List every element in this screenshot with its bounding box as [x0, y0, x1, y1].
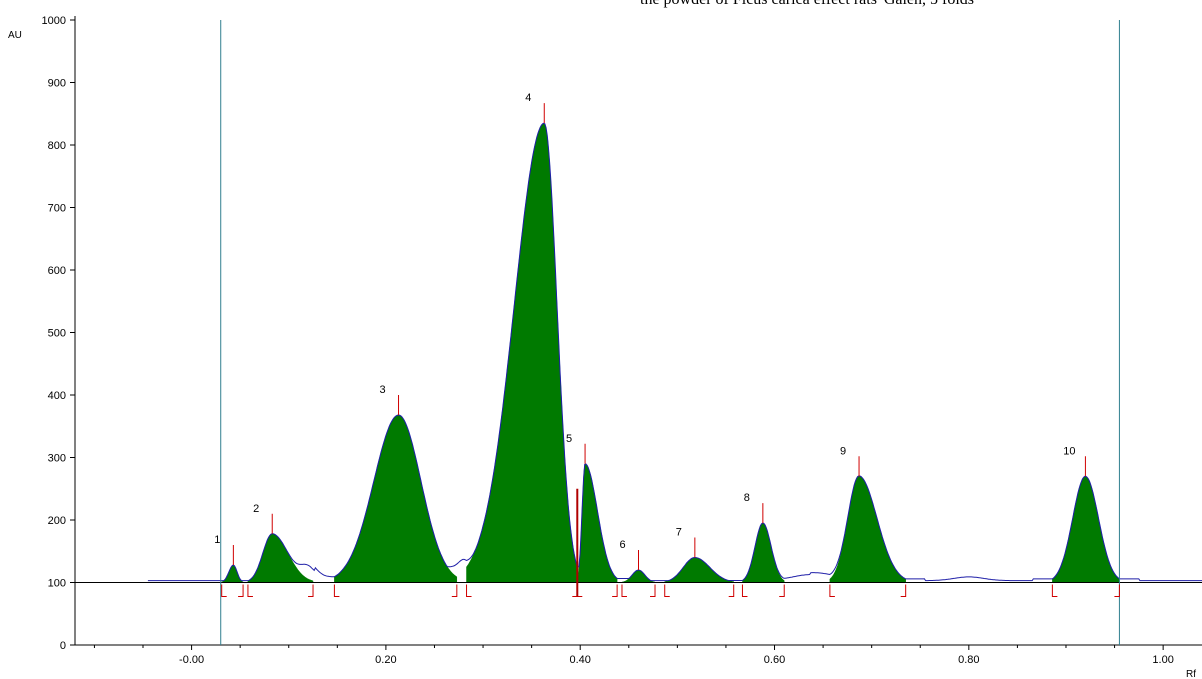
peak-label: 10	[1063, 445, 1075, 457]
peak-bound-marker	[247, 584, 253, 597]
y-axis-label: AU	[8, 30, 22, 41]
peak-markers	[221, 103, 1120, 597]
peak-bound-marker	[1114, 584, 1120, 597]
y-tick-label: 500	[48, 328, 66, 340]
peak-label: 3	[379, 384, 385, 396]
peak-label: 6	[619, 539, 625, 551]
y-tick-label: 800	[48, 140, 66, 152]
peak-area-8	[742, 522, 785, 583]
axes: 0 100 200 300 400 500 600 700 800 900 1000 -0.00 0.2…	[8, 15, 1202, 679]
peak-bound-marker	[451, 584, 458, 597]
peak-label: 1	[214, 534, 220, 546]
peak-bound-marker	[664, 584, 670, 597]
peak-label: 9	[840, 445, 846, 457]
peak-label: 5	[566, 433, 572, 445]
header-text: the powder of Ficus carica effect rats' …	[640, 0, 1202, 9]
x-tick-label: -0.00	[179, 654, 204, 666]
peak-label: 4	[525, 92, 531, 104]
peak-bound-marker	[829, 584, 835, 597]
peak-label: 2	[253, 503, 259, 515]
peak-bound-marker	[728, 584, 735, 597]
peak-bound-marker	[238, 584, 244, 597]
y-tick-label: 400	[48, 390, 66, 402]
peak-area-3	[334, 414, 458, 583]
peak-bound-marker	[650, 584, 656, 597]
peak-bound-marker	[779, 584, 785, 597]
peak-bound-marker	[308, 584, 314, 597]
x-tick-label: 1.00	[1152, 654, 1173, 666]
peak-bound-marker	[741, 584, 748, 597]
peak-label: 8	[744, 492, 750, 504]
x-tick-label: 0.20	[375, 654, 396, 666]
peak-bound-marker	[1051, 584, 1058, 597]
y-tick-label: 900	[48, 78, 66, 90]
peak-bound-marker	[333, 584, 340, 597]
x-tick-label: 0.80	[958, 654, 979, 666]
y-tick-label: 200	[48, 515, 66, 527]
peak-area-4	[466, 122, 578, 583]
y-tick-label: 600	[48, 265, 66, 277]
peak-area-10	[1052, 476, 1120, 583]
peak-bound-marker	[612, 584, 618, 597]
y-tick-label: 300	[48, 453, 66, 465]
x-axis-label: Rf	[1186, 669, 1196, 679]
peak-labels: 1 2 3 4 5 6 7 8 9 10	[214, 92, 1075, 551]
peak-bound-marker	[466, 584, 472, 597]
y-tick-label: 0	[60, 640, 66, 652]
peak-fills	[221, 122, 1120, 583]
peak-bound-marker	[900, 584, 907, 597]
trace-layer	[147, 122, 1202, 582]
y-tick-label: 700	[48, 203, 66, 215]
peak-bound-marker	[621, 584, 627, 597]
peak-area-2	[247, 533, 314, 583]
y-tick-label: 100	[48, 578, 66, 590]
peak-label: 7	[676, 527, 682, 539]
x-tick-label: 0.40	[569, 654, 590, 666]
trace-line	[147, 122, 1202, 582]
y-tick-label: 1000	[42, 15, 66, 27]
peak-bound-marker	[221, 584, 227, 597]
x-tick-label: 0.60	[764, 654, 785, 666]
